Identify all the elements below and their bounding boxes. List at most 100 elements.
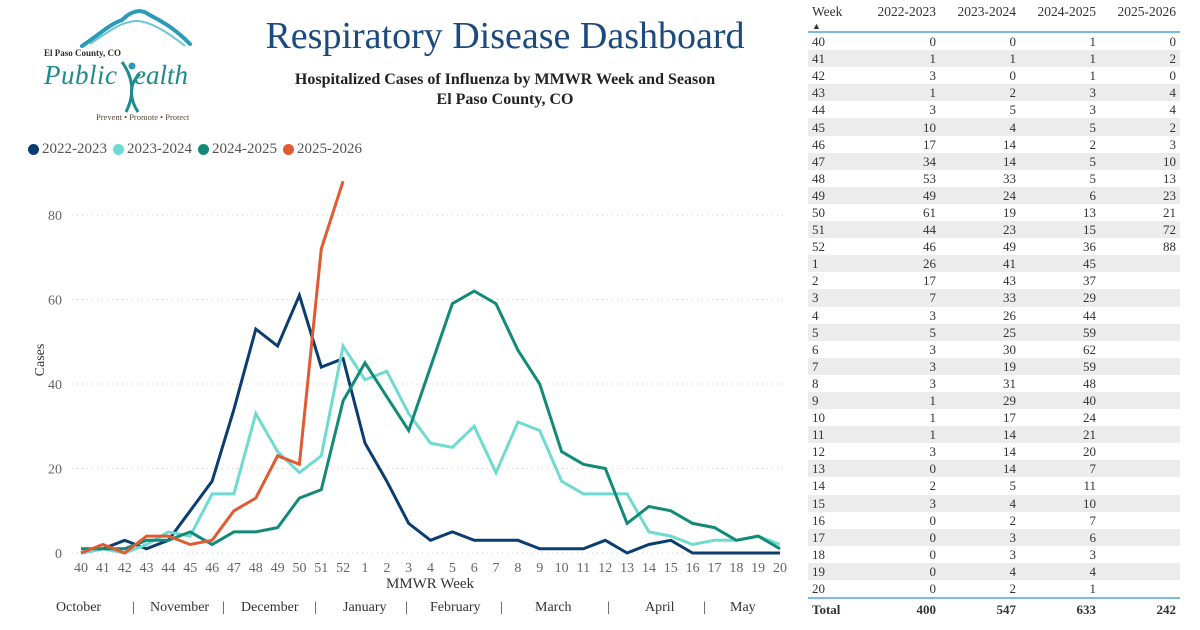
column-header-2024-2025[interactable]: 2024-2025 (1037, 4, 1097, 19)
cases-cell: 3 (929, 307, 937, 323)
cases-cell: 17 (923, 136, 936, 152)
cases-cell: 13 (1163, 170, 1176, 186)
cases-cell: 62 (1083, 341, 1096, 357)
cases-cell: 11 (1083, 478, 1096, 494)
column-header-2022-2023[interactable]: 2022-2023 (877, 4, 937, 19)
table-row: 11 1 14 21 (808, 426, 1180, 444)
week-cell: 43 (812, 85, 825, 101)
table-row: 40 0 0 1 0 (808, 32, 1180, 50)
week-cell: 20 (812, 581, 825, 597)
legend-item-2023-2024[interactable]: 2023-2024 (113, 141, 192, 158)
public-health-logo: El Paso County, CO Public ealth Prevent … (30, 6, 220, 126)
week-cell: 51 (812, 222, 825, 238)
x-tick-label: 13 (620, 561, 634, 576)
x-tick-label: 42 (118, 561, 132, 576)
cases-cell: 5 (1089, 153, 1097, 169)
cases-cell: 10 (1163, 153, 1176, 169)
sort-ascending-icon[interactable]: ▲ (812, 21, 821, 31)
cases-cell: 41 (1003, 256, 1016, 272)
legend-item-2022-2023[interactable]: 2022-2023 (28, 141, 107, 158)
week-cell: 46 (812, 136, 825, 152)
cases-cell (1100, 392, 1180, 409)
cases-cell: 30 (1003, 341, 1016, 357)
series-line-2024-2025[interactable] (81, 289, 781, 551)
cases-cell (1100, 580, 1180, 598)
y-tick-label: 60 (48, 294, 62, 309)
chart-subtitle-line2: El Paso County, CO (436, 91, 574, 108)
cases-cell: 1 (929, 410, 937, 426)
month-separator: | (500, 600, 503, 615)
legend-dot-icon (198, 144, 209, 155)
month-separator: | (703, 600, 706, 615)
cases-cell: 46 (923, 239, 936, 255)
y-tick-label: 80 (48, 209, 62, 224)
cases-cell: 7 (929, 290, 937, 306)
cases-cell (1100, 563, 1180, 580)
cases-cell: 49 (923, 187, 936, 203)
cases-cell (1100, 307, 1180, 324)
x-tick-label: 16 (686, 561, 700, 576)
table-row: 50 61 19 13 21 (808, 204, 1180, 221)
x-tick-label: 12 (598, 561, 612, 576)
cases-cell: 19 (1003, 358, 1016, 374)
x-tick-label: 47 (227, 561, 241, 576)
column-header-week[interactable]: Week ▲ (808, 0, 860, 32)
table-row: 9 1 29 40 (808, 391, 1180, 410)
month-label: December (241, 600, 299, 615)
week-cell: 41 (812, 51, 825, 67)
table-row: 20 0 2 1 (808, 580, 1180, 598)
cases-cell: 59 (1083, 358, 1096, 374)
cases-cell: 5 (929, 324, 937, 340)
legend-item-2024-2025[interactable]: 2024-2025 (198, 141, 277, 158)
legend-dot-icon (283, 144, 294, 155)
series-line-2023-2024[interactable] (80, 342, 781, 555)
cases-cell: 3 (929, 102, 937, 118)
table-row: 16 0 2 7 (808, 512, 1180, 529)
cases-cell: 1 (1089, 68, 1097, 84)
total-label: Total (812, 601, 841, 617)
cases-cell: 19 (1003, 204, 1016, 220)
column-header-2025-2026[interactable]: 2025-2026 (1117, 4, 1177, 19)
cases-cell: 7 (1089, 461, 1097, 477)
cases-cell: 88 (1163, 239, 1176, 255)
x-tick-label: 43 (140, 561, 154, 576)
table-row: 4 3 26 44 (808, 307, 1180, 324)
cases-cell: 1 (1009, 51, 1017, 67)
cases-cell: 3 (929, 358, 937, 374)
logo-health-text: ealth (134, 60, 188, 90)
month-label: October (56, 600, 102, 615)
cases-cell: 61 (923, 204, 936, 220)
cases-cell: 20 (1083, 444, 1096, 460)
x-tick-label: 49 (271, 561, 285, 576)
week-cell: 49 (812, 187, 825, 203)
cases-cell: 0 (1169, 34, 1177, 50)
legend-item-2025-2026[interactable]: 2025-2026 (283, 141, 362, 158)
cases-cell: 0 (929, 461, 937, 477)
table-row: 2 17 43 37 (808, 272, 1180, 289)
cases-cell: 3 (1089, 546, 1097, 562)
cases-cell: 2 (1009, 512, 1017, 528)
month-separator: | (405, 600, 408, 615)
x-tick-label: 5 (449, 561, 456, 576)
cases-cell: 0 (929, 512, 937, 528)
series-line-2025-2026[interactable] (80, 180, 345, 555)
series-line-2022-2023[interactable] (80, 290, 780, 555)
x-tick-label: 15 (664, 561, 678, 576)
x-tick-label: 11 (577, 561, 590, 576)
weekly-cases-table: Week ▲ 2022-2023 2023-2024 2024-2025 202… (808, 0, 1180, 630)
cases-cell (1100, 495, 1180, 512)
legend-label: 2025-2026 (297, 141, 362, 157)
person-figure-icon (120, 61, 142, 113)
cases-cell: 3 (929, 68, 937, 84)
x-tick-label: 6 (471, 561, 478, 576)
cases-cell: 24 (1083, 410, 1096, 426)
cases-cell: 0 (929, 34, 937, 50)
cases-cell (1100, 443, 1180, 460)
chart-gridlines (72, 214, 786, 554)
month-separator: | (222, 600, 225, 615)
column-header-2023-2024[interactable]: 2023-2024 (957, 4, 1017, 19)
cases-cell: 0 (1169, 68, 1177, 84)
table-row: 5 5 25 59 (808, 323, 1180, 341)
cases-cell (1100, 546, 1180, 563)
